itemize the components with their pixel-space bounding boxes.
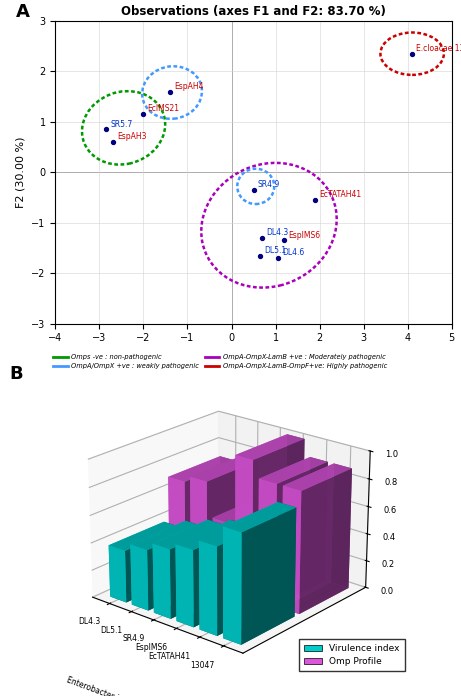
Y-axis label: F2 (30.00 %): F2 (30.00 %) <box>16 136 26 208</box>
Point <box>102 124 110 135</box>
Text: SR4.9: SR4.9 <box>258 180 280 189</box>
Text: B: B <box>9 365 23 383</box>
Text: EcIMS21: EcIMS21 <box>148 104 180 113</box>
Text: EcTATAH41: EcTATAH41 <box>319 190 361 199</box>
Legend: Virulence index, Omp Profile: Virulence index, Omp Profile <box>299 639 405 672</box>
Text: EspAH4: EspAH4 <box>174 81 203 90</box>
Point <box>274 253 282 264</box>
Point <box>256 250 264 261</box>
Point <box>166 86 173 97</box>
Point <box>259 232 266 244</box>
Text: EspIMS6: EspIMS6 <box>289 230 321 239</box>
Point <box>109 136 116 148</box>
Text: DL4.6: DL4.6 <box>282 248 304 258</box>
Text: DL4.3: DL4.3 <box>266 228 289 237</box>
Point <box>281 235 288 246</box>
Text: E.cloacae 13047: E.cloacae 13047 <box>416 44 461 53</box>
Point <box>312 194 319 205</box>
X-axis label: Enterobacter isolates used.: Enterobacter isolates used. <box>66 676 167 696</box>
Legend: Omps -ve : non-pathogenic, OmpA/OmpX +ve : weakly pathogenic, OmpA-OmpX-LamB +ve: Omps -ve : non-pathogenic, OmpA/OmpX +ve… <box>51 351 390 372</box>
Point <box>408 48 416 59</box>
Point <box>140 109 147 120</box>
Text: SR5.7: SR5.7 <box>110 120 132 129</box>
Text: A: A <box>16 3 30 21</box>
Title: Observations (axes F1 and F2: 83.70 %): Observations (axes F1 and F2: 83.70 %) <box>121 6 386 18</box>
Text: EspAH3: EspAH3 <box>117 132 146 141</box>
Text: DL5.1: DL5.1 <box>264 246 286 255</box>
Point <box>250 184 257 196</box>
